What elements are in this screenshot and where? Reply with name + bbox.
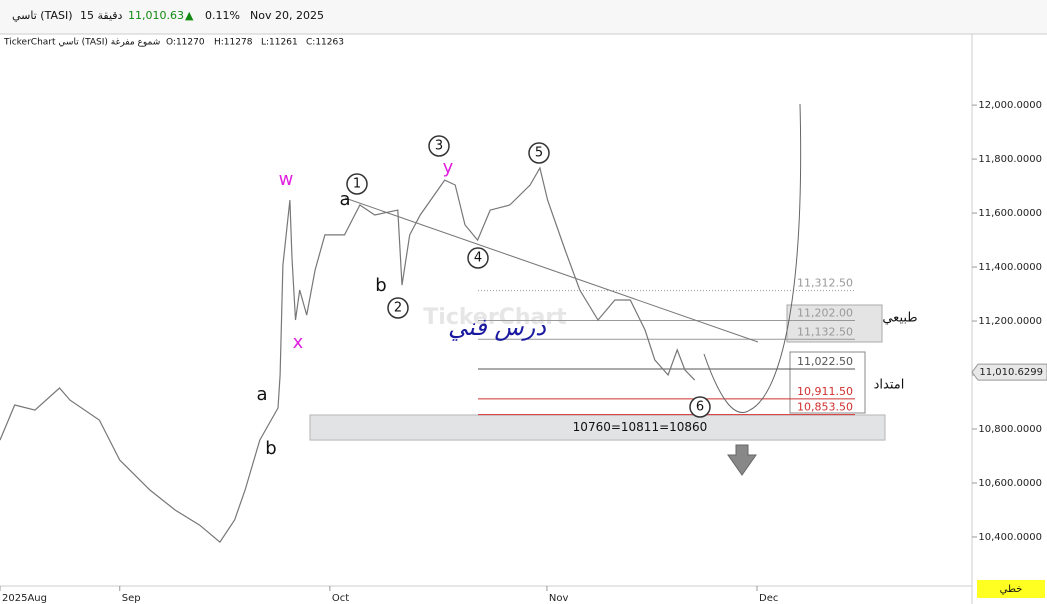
wave-number: 5 [535,146,543,161]
target-zone [309,414,886,441]
wave-label: y [443,157,454,178]
close: C:11263 [306,38,344,48]
normal-note: طبيعي [882,311,917,326]
wave-number: 6 [696,400,704,415]
source: TickerChart تاسي (TASI) شموع مفرغة [3,38,160,48]
zone-label: 10760=10811=10860 [573,420,708,434]
lesson-note: درس فني [448,313,546,341]
mode-label[interactable]: خطي [1000,584,1023,595]
x-tick-label: Nov [549,593,569,604]
extension-note: امتداد [874,378,905,393]
level-label: 11,132.50 [797,325,853,338]
wave-label: a [339,189,350,210]
y-tick-label: 11,200.0000 [978,316,1042,327]
interval: 15 دقيقة [80,9,123,22]
wave-label: b [265,438,276,459]
level-label: 10,911.50 [797,385,853,398]
open: O:11270 [166,38,205,48]
x-tick-label: Sep [122,593,141,604]
x-tick-label: 2025Aug [2,593,47,604]
y-tick-label: 10,600.0000 [978,478,1042,489]
wave-number: 1 [353,177,361,192]
plot: 10760=10811=10860 TickerChart 2025Aug Sep Oc… [0,100,1042,604]
extension-box [789,351,866,414]
y-tick-label: 11,600.0000 [978,208,1042,219]
price-line [0,166,696,543]
wave-label: x [293,332,304,353]
wave-circle [428,135,450,157]
wave-label: w [279,169,294,190]
wave-circle [346,173,368,195]
change-arrow: ▲ [185,9,194,22]
wave-circle [387,297,409,319]
wave-number: 3 [435,139,443,154]
y-tick-label: 11,400.0000 [978,262,1042,273]
wave-number: 2 [394,301,402,316]
level-label: 11,312.50 [797,277,853,290]
level-label: 11,202.00 [797,306,853,319]
down-arrow [727,444,757,476]
level-label: 11,022.50 [797,355,853,368]
low: L:11261 [261,38,298,48]
wave-circle [528,142,550,164]
projection-curve [703,103,802,413]
wave-circle [467,247,489,269]
wave-circle [689,396,711,418]
date: Nov 20, 2025 [250,9,324,22]
top-bar [0,0,1047,34]
y-tick-label: 10,400.0000 [978,532,1042,543]
wave-label: b [375,275,386,296]
last-price-tag [971,363,1047,381]
change: 0.11% [205,9,240,22]
mode-button[interactable] [977,580,1045,598]
level-label: 10,853.50 [797,401,853,414]
wave-label: a [256,384,267,405]
last-price-label: 11,010.6299 [979,367,1043,378]
wave-number: 4 [474,251,482,266]
trendline [344,197,759,343]
y-tick-label: 11,800.0000 [978,154,1042,165]
y-tick-label: 12,000.0000 [978,100,1042,111]
y-tick-label: 10,800.0000 [978,424,1042,435]
price: 11,010.63 [128,9,184,22]
normal-box [786,304,883,343]
watermark: TickerChart [423,305,567,330]
symbol: تاسي (TASI) [12,9,73,22]
x-tick-label: Dec [759,593,778,604]
high: H:11278 [214,38,253,48]
x-tick-label: Oct [332,593,349,604]
